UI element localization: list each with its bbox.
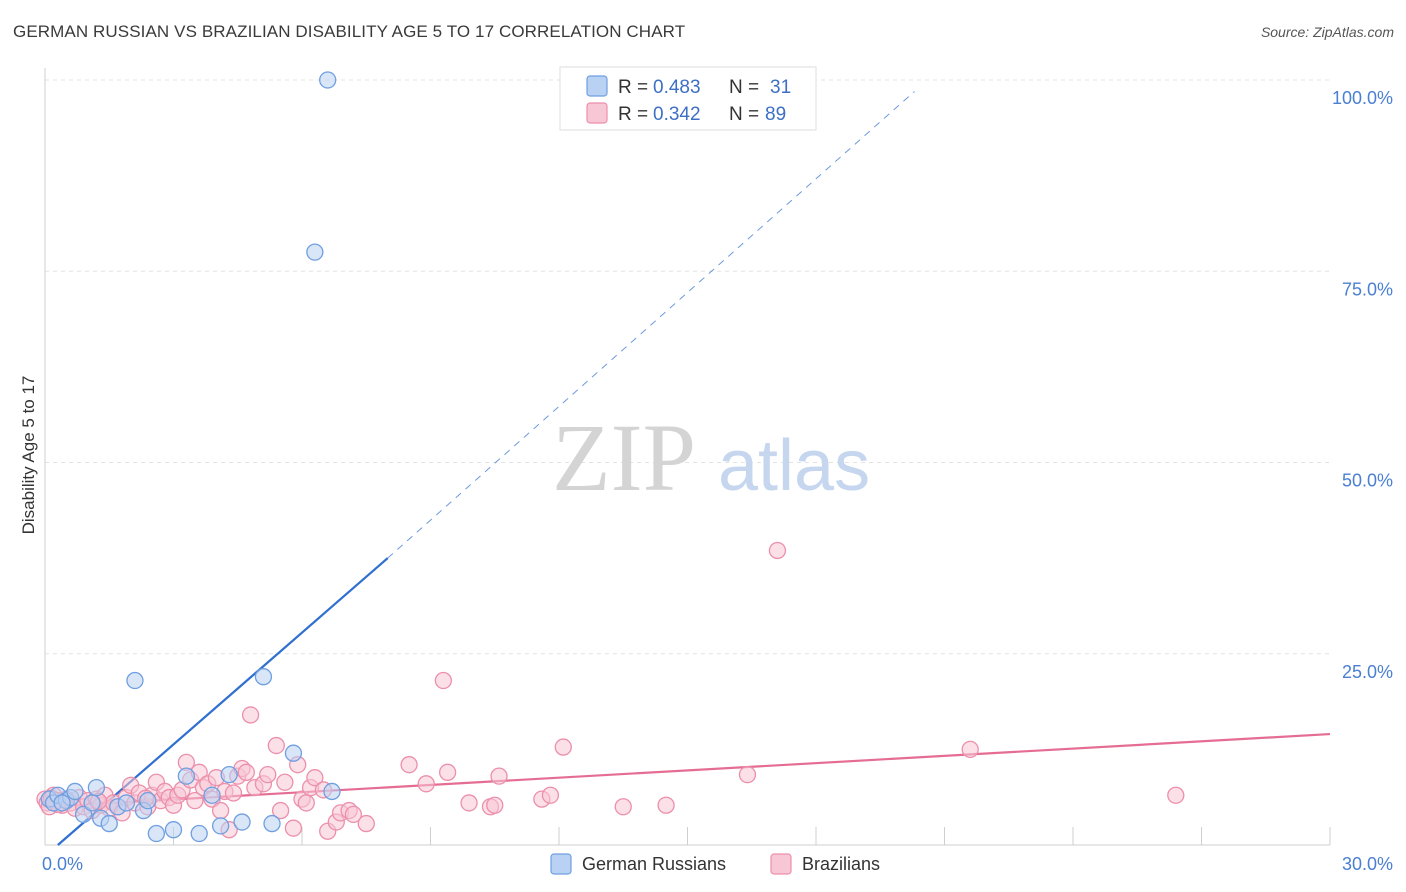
bottom-legend-swatch-brazilians (770, 853, 792, 875)
y-tick-label-1: 50.0% (1342, 471, 1393, 491)
german-russians-point-26 (284, 744, 303, 762)
y-axis-label: Disability Age 5 to 17 (19, 376, 38, 535)
series-legend: German Russians Brazilians (550, 853, 880, 875)
x-tick-labels: 0.0% 30.0% (42, 854, 1393, 874)
brazilians-point-78 (554, 738, 572, 756)
source-label: Source: ZipAtlas.com (1260, 24, 1394, 40)
legend-n-label-2: N = (729, 104, 759, 125)
brazilians-point-68 (400, 756, 418, 774)
german-russians-point-21 (211, 817, 230, 835)
german-russians-point-15 (139, 791, 157, 810)
legend-r-value-1: 0.483 (653, 77, 701, 98)
brazilians-point-47 (237, 763, 255, 781)
legend-n-label-1: N = (729, 77, 759, 98)
brazilians-point-53 (271, 801, 290, 820)
german-russians-point-6 (74, 805, 93, 824)
bottom-legend-brazilians: Brazilians (802, 854, 880, 874)
legend-n-value-2: 89 (765, 104, 786, 125)
german-russians-point-29 (323, 782, 341, 801)
stats-legend: R = 0.483 N = 31 R = 0.342 N = 89 (559, 66, 817, 131)
data-points (36, 71, 1185, 843)
y-tick-label-0: 25.0% (1342, 662, 1393, 682)
brazilians-point-67 (357, 814, 375, 833)
brazilians-point-55 (284, 819, 303, 837)
brazilians-point-44 (224, 784, 243, 802)
german-russians-point-13 (126, 671, 144, 690)
watermark-atlas: atlas (718, 426, 870, 506)
german-russians-point-7 (83, 794, 101, 812)
brazilians-point-70 (434, 671, 453, 690)
german-russians-point-8 (87, 778, 106, 797)
german-russians-point-10 (100, 814, 118, 833)
bottom-legend-german-russians: German Russians (582, 854, 726, 874)
brazilians-point-83 (961, 740, 979, 759)
german-russians-point-19 (190, 824, 208, 843)
german-russians-point-18 (177, 767, 196, 785)
brazilians-point-77 (541, 786, 560, 804)
brazilians-point-41 (211, 801, 230, 820)
chart-title: GERMAN RUSSIAN VS BRAZILIAN DISABILITY A… (13, 22, 686, 41)
brazilians-point-66 (344, 805, 363, 824)
brazilians-point-74 (490, 767, 508, 785)
brazilians-point-80 (657, 796, 675, 814)
german-russians-point-5 (66, 782, 84, 801)
watermark: ZIP atlas (552, 404, 870, 511)
x-tick-label-1: 30.0% (1342, 854, 1393, 874)
brazilians-point-79 (614, 798, 632, 816)
german-russians-point-16 (147, 824, 166, 843)
brazilians-point-82 (768, 541, 787, 560)
brazilians-point-52 (267, 736, 285, 755)
bottom-legend-swatch-german-russians (550, 853, 572, 875)
y-tick-label-3: 100.0% (1332, 88, 1393, 108)
brazilians-point-81 (738, 765, 757, 784)
german-russians-point-27 (306, 243, 324, 261)
brazilians-point-54 (276, 773, 294, 791)
legend-r-value-2: 0.342 (653, 104, 701, 125)
brazilians-point-48 (241, 706, 260, 724)
german-russians-point-25 (263, 814, 281, 833)
brazilians-point-71 (438, 763, 457, 781)
legend-r-label-1: R = (618, 77, 648, 98)
brazilians-point-69 (417, 775, 435, 793)
legend-n-value-1: 31 (770, 77, 791, 98)
watermark-zip: ZIP (552, 404, 696, 511)
german-russians-trend-extension (387, 91, 915, 559)
brazilians-point-75 (486, 796, 504, 814)
german-russians-point-28 (319, 71, 337, 89)
legend-swatch-brazilians (586, 102, 608, 124)
x-tick-label-0: 0.0% (42, 854, 83, 874)
axes (44, 68, 1331, 846)
brazilians-point-35 (186, 791, 204, 810)
german-russians-point-20 (203, 786, 221, 804)
german-russians-point-12 (117, 794, 136, 812)
grid-lines (45, 79, 1330, 655)
brazilians-point-60 (306, 769, 324, 787)
y-tick-label-2: 75.0% (1342, 279, 1393, 299)
y-tick-labels: 25.0% 50.0% 75.0% 100.0% (1332, 88, 1393, 682)
german-russians-point-17 (164, 821, 183, 839)
german-russians-point-30 (53, 794, 71, 812)
german-russians-point-24 (254, 668, 273, 686)
legend-r-label-2: R = (618, 104, 648, 125)
brazilians-point-72 (460, 794, 478, 812)
brazilians-point-51 (259, 765, 277, 784)
brazilians-point-84 (1167, 786, 1185, 804)
brazilians-point-58 (297, 794, 315, 812)
legend-swatch-german-russians (586, 75, 608, 97)
german-russians-point-23 (233, 813, 251, 831)
german-russians-point-22 (220, 765, 238, 784)
